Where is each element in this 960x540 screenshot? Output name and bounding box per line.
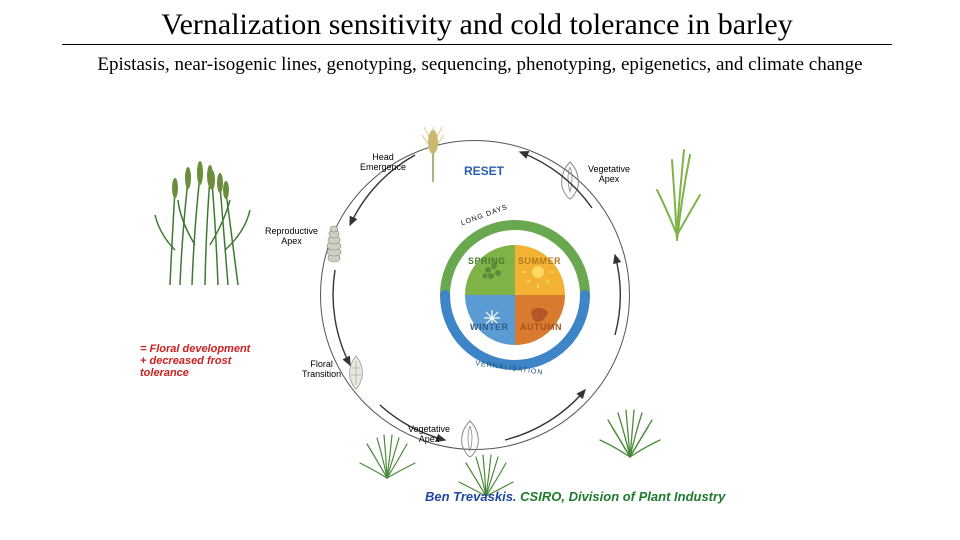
lifecycle-diagram: SUMMER AUTUMN WINTER SPRING LONG DAYS VE… xyxy=(150,135,810,495)
reproductive-apex-label: Reproductive Apex xyxy=(265,227,318,247)
credit-org: CSIRO, Division of Plant Industry xyxy=(520,489,725,504)
vegetative-apex-top-label: Vegetative Apex xyxy=(588,165,630,185)
season-summer: SUMMER xyxy=(518,256,561,266)
season-spring: SPRING xyxy=(468,256,506,266)
credit-name: Ben Trevaskis. xyxy=(425,489,517,504)
season-wheel: SUMMER AUTUMN WINTER SPRING LONG DAYS VE… xyxy=(430,210,600,380)
page-title: Vernalization sensitivity and cold toler… xyxy=(62,8,892,45)
seedling-plant xyxy=(642,140,712,250)
mature-barley-plant xyxy=(150,150,270,295)
vegetative-apex-bottom-label: Vegetative Apex xyxy=(408,425,450,445)
floral-transition-label: Floral Transition xyxy=(302,360,341,380)
reset-label: RESET xyxy=(464,165,504,178)
red-note: = Floral development + decreased frost t… xyxy=(140,343,250,379)
season-winter: WINTER xyxy=(470,322,509,332)
page-subtitle: Epistasis, near-isogenic lines, genotypi… xyxy=(0,52,960,78)
credit-line: Ben Trevaskis. CSIRO, Division of Plant … xyxy=(425,490,725,504)
season-autumn: AUTUMN xyxy=(520,322,562,332)
head-emergence-label: Head Emergence xyxy=(360,153,406,173)
